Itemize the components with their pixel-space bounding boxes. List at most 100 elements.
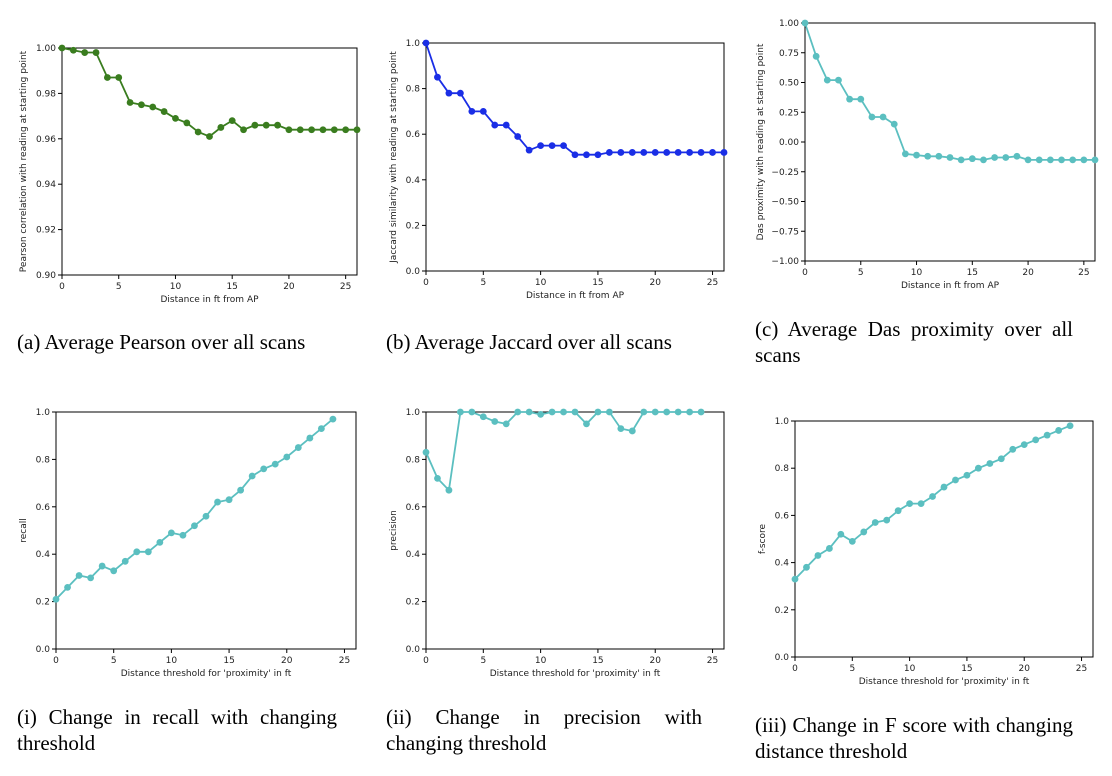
- data-point: [560, 142, 567, 149]
- data-point: [640, 149, 648, 156]
- chart-panel-fscore: 0 5 10 15 20 25 0.0 0.2 0.4 0.6 0.8 1.0 Distance thr…: [735, 400, 1105, 700]
- data-point: [846, 95, 854, 103]
- data-point: [271, 460, 279, 468]
- data-point: [1055, 427, 1063, 434]
- data-point: [92, 49, 100, 56]
- data-point: [594, 408, 602, 416]
- chart-panel-jaccard: 0 5 10 15 20 25 0.0 0.2 0.4 0.6 0.8 1.0 Distance in …: [370, 20, 730, 310]
- y-tick-label: 0.90: [36, 271, 56, 281]
- data-point: [434, 73, 441, 81]
- y-tick-label: 0.0: [775, 653, 790, 663]
- data-point: [445, 486, 453, 494]
- data-point: [228, 117, 236, 125]
- x-tick-label: 20: [283, 282, 295, 292]
- y-tick-label: 0.8: [406, 455, 421, 465]
- x-tick-label: 0: [53, 656, 59, 666]
- data-point: [617, 149, 625, 156]
- x-tick-label: 15: [226, 282, 237, 292]
- x-tick-label: 10: [166, 656, 178, 666]
- x-tick-label: 5: [480, 278, 486, 288]
- data-point: [651, 408, 659, 416]
- caption-pearson: (a) Average Pearson over all scans: [17, 330, 306, 354]
- data-point: [479, 413, 487, 421]
- data-point: [1032, 436, 1040, 444]
- data-point: [871, 519, 879, 526]
- x-tick-label: 20: [1019, 664, 1031, 674]
- data-point: [991, 154, 999, 161]
- y-tick-label: 1.0: [775, 417, 790, 427]
- fscore-chart: 0 5 10 15 20 25 0.0 0.2 0.4 0.6 0.8 1.0 Distance thr…: [758, 417, 1094, 687]
- x-tick-label: 5: [480, 656, 486, 666]
- plot-frame: [804, 22, 1096, 262]
- y-tick-label: 1.0: [406, 39, 421, 49]
- data-point: [206, 133, 213, 140]
- data-point: [605, 408, 613, 416]
- data-point: [502, 420, 510, 428]
- data-point: [720, 149, 728, 156]
- data-point: [214, 498, 221, 506]
- data-point: [52, 595, 60, 603]
- data-point: [491, 121, 499, 129]
- data-point: [126, 99, 134, 106]
- data-point: [248, 472, 256, 480]
- y-tick-label: 0.25: [779, 108, 799, 118]
- data-point: [479, 108, 487, 115]
- data-point: [283, 453, 291, 461]
- y-tick-label: 0.00: [779, 138, 799, 148]
- data-point: [617, 425, 625, 432]
- data-point: [75, 572, 83, 579]
- y-tick-label: 0.96: [36, 135, 56, 145]
- series-line: [425, 42, 724, 156]
- data-point: [342, 126, 350, 134]
- data-point: [583, 420, 590, 428]
- data-point: [1020, 441, 1028, 448]
- data-point: [537, 410, 545, 418]
- y-tick-label: −0.25: [771, 168, 799, 178]
- y-tick-label: 0.4: [406, 176, 421, 186]
- y-tick-label: 0.75: [779, 49, 799, 59]
- caption-precision: (ii) Change in precision with changing t…: [386, 705, 702, 755]
- y-axis-label: Jaccard similarity with reading at start…: [389, 51, 399, 264]
- data-point: [1046, 156, 1054, 164]
- series-line: [61, 47, 357, 138]
- data-point: [997, 455, 1005, 463]
- x-tick-label: 0: [59, 282, 65, 292]
- data-point: [709, 149, 716, 156]
- data-point: [296, 126, 304, 134]
- data-point: [957, 156, 965, 164]
- data-point: [81, 49, 89, 56]
- data-point: [548, 408, 556, 416]
- data-point: [294, 444, 302, 451]
- data-point: [823, 76, 831, 84]
- data-point: [952, 476, 959, 484]
- y-tick-label: 0.2: [36, 598, 50, 608]
- data-point: [946, 154, 954, 161]
- data-point: [651, 149, 659, 156]
- chart-panel-precision: 0 5 10 15 20 25 0.0 0.2 0.4 0.6 0.8 1.0 Distance thr…: [370, 395, 730, 685]
- data-point: [179, 531, 187, 539]
- data-point: [537, 142, 545, 149]
- x-tick-label: 10: [170, 282, 182, 292]
- data-point: [1080, 156, 1088, 164]
- data-point: [183, 119, 191, 127]
- x-tick-label: 25: [340, 282, 351, 292]
- plot-frame: [425, 411, 725, 650]
- y-tick-label: 0.94: [36, 180, 56, 190]
- data-point: [812, 52, 820, 60]
- data-point: [202, 512, 210, 520]
- plot-frame: [61, 47, 358, 276]
- series-line: [425, 411, 702, 493]
- data-point: [935, 152, 943, 160]
- data-point: [217, 124, 225, 131]
- data-point: [156, 538, 164, 546]
- data-point: [317, 425, 325, 432]
- data-point: [791, 575, 799, 583]
- x-tick-label: 10: [911, 268, 923, 278]
- data-point: [860, 528, 868, 536]
- data-point: [980, 156, 987, 164]
- x-axis-label: Distance in ft from AP: [160, 295, 259, 305]
- y-tick-label: 0.2: [406, 221, 420, 231]
- data-point: [69, 46, 77, 54]
- x-tick-label: 0: [423, 656, 429, 666]
- x-axis-label: Distance threshold for 'proximity' in ft: [121, 669, 292, 679]
